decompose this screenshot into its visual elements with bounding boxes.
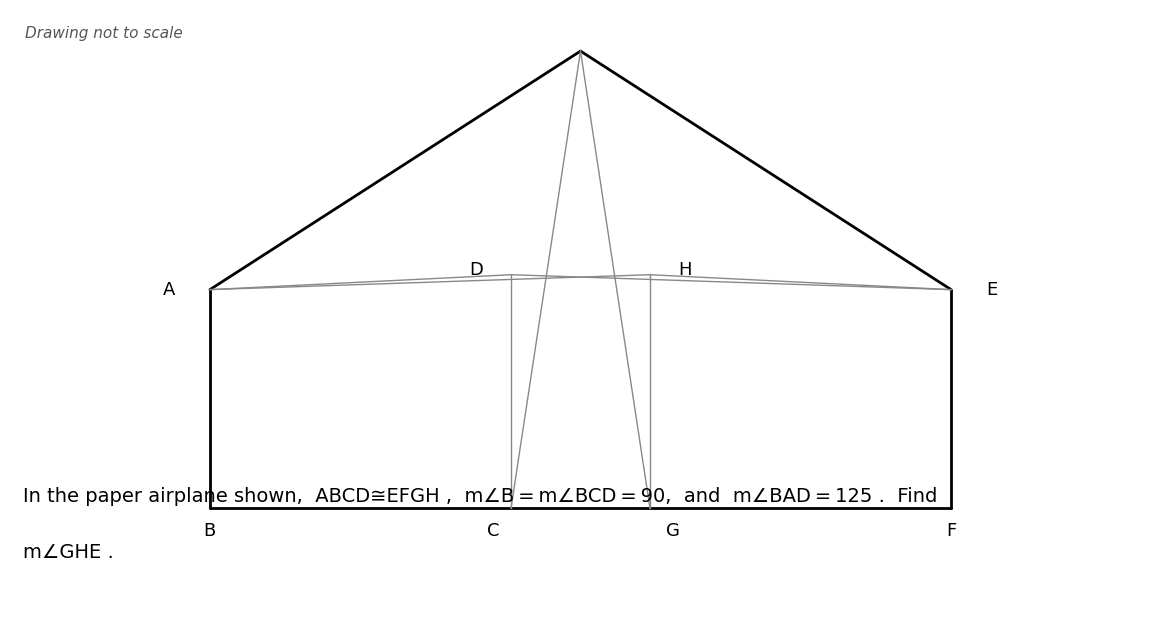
Text: Drawing not to scale: Drawing not to scale <box>24 26 182 41</box>
Text: In the paper airplane shown,  ABCD≅EFGH ,  m∠B = m∠BCD = 90,  and  m∠BAD = 125 .: In the paper airplane shown, ABCD≅EFGH ,… <box>23 487 938 505</box>
Text: B: B <box>203 522 216 540</box>
Text: E: E <box>986 281 997 299</box>
Text: F: F <box>946 522 957 540</box>
Text: D: D <box>469 261 483 279</box>
Text: H: H <box>678 261 692 279</box>
Text: C: C <box>488 522 500 540</box>
Text: G: G <box>666 522 680 540</box>
Text: m∠GHE .: m∠GHE . <box>23 543 114 562</box>
Text: A: A <box>164 281 175 299</box>
